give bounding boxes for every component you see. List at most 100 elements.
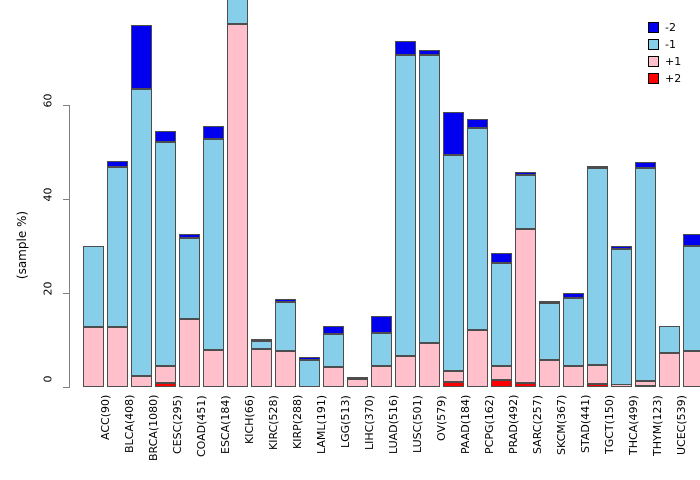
bar-segment-minus2 [131,24,152,89]
bar-segment-plus2 [443,381,464,387]
bar[interactable] [275,0,296,387]
bar-segment-minus1 [467,128,488,331]
bar-segment-minus1 [443,155,464,371]
x-axis-tick-label: PRAD(492) [506,394,520,454]
bar[interactable] [419,0,440,387]
bar-segment-minus2 [347,376,368,380]
x-axis-tick-label: LUSC(501) [410,395,424,453]
legend-item: +1 [648,54,681,69]
x-axis-tick-label: THYM(123) [650,395,664,456]
bar-segment-minus2 [683,233,700,246]
bar[interactable] [491,0,512,387]
bar-segment-minus2 [491,252,512,263]
bar-segment-plus1 [203,349,224,387]
bar-segment-minus1 [107,166,128,327]
bar[interactable] [395,0,416,387]
x-axis-tick-label: ACC(90) [98,394,112,440]
bar-segment-plus1 [131,376,152,387]
bar-segment-minus1 [299,359,320,387]
x-axis-tick-label: KICH(66) [242,395,256,444]
bar-segment-minus1 [371,332,392,366]
x-axis-tick-label: UCEC(539) [674,395,688,455]
bar-segment-plus1 [635,381,656,387]
bar[interactable] [83,0,104,387]
bar-segment-minus1 [323,334,344,368]
bar[interactable] [443,0,464,387]
bar[interactable] [203,0,224,387]
y-axis-tick [63,199,69,200]
bar[interactable] [107,0,128,387]
y-axis-tick [63,293,69,294]
x-axis-tick-label: SKCM(367) [554,394,568,455]
bar[interactable] [611,0,632,387]
x-axis-tick-label: COAD(451) [194,395,208,457]
x-axis-tick-label: STAD(441) [578,394,592,453]
bar-segment-plus1 [323,367,344,387]
bar[interactable] [515,0,536,387]
x-axis-tick-label: OV(579) [434,395,448,441]
bar[interactable] [635,0,656,387]
x-axis-tick-label: LIHC(370) [362,395,376,450]
bar[interactable] [467,0,488,387]
bar[interactable] [539,0,560,387]
bar-segment-minus2 [107,161,128,167]
bar-segment-plus1 [683,351,700,387]
bar-segment-minus1 [131,88,152,377]
bar-segment-minus2 [299,357,320,360]
legend-item: +2 [648,71,681,86]
bar[interactable] [131,0,152,387]
bar-segment-plus1 [659,352,680,387]
bar[interactable] [371,0,392,387]
bar-segment-plus1 [491,366,512,380]
bar-segment-plus1 [179,318,200,387]
bar[interactable] [299,0,320,387]
bar-segment-plus1 [515,229,536,383]
bar[interactable] [683,0,700,387]
bar[interactable] [347,0,368,387]
bar[interactable] [251,0,272,387]
bar-segment-minus1 [155,142,176,367]
y-axis-line [69,105,70,388]
bar-segment-minus1 [203,139,224,350]
bar-segment-minus1 [251,341,272,349]
bar-segment-plus1 [83,326,104,387]
bar-segment-minus2 [155,131,176,143]
bar[interactable] [587,0,608,387]
bar[interactable] [563,0,584,387]
legend: -2 -1 +1 +2 [648,20,681,88]
bar-segment-minus2 [395,40,416,56]
bar-segment-minus2 [443,112,464,156]
y-axis-tick [63,105,69,106]
bar[interactable] [227,0,248,387]
bar[interactable] [179,0,200,387]
legend-label: +1 [665,55,682,68]
bar-segment-minus1 [635,168,656,382]
bar-segment-plus2 [155,383,176,387]
x-axis-tick-label: ESCA(184) [218,395,232,454]
bar-segment-minus1 [683,245,700,352]
bar-segment-plus1 [371,365,392,387]
bar-segment-minus1 [611,248,632,385]
x-axis-tick-label: CESC(295) [170,395,184,454]
y-axis-tick [63,387,69,388]
bar-segment-plus1 [563,365,584,387]
bar[interactable] [155,0,176,387]
x-axis-tick-label: LUAD(516) [386,394,400,454]
bar-segment-plus1 [395,355,416,387]
bar-segment-minus1 [563,298,584,366]
bar-segment-minus2 [611,246,632,249]
bar[interactable] [323,0,344,387]
bar-segment-minus2 [251,338,272,342]
legend-item: -1 [648,37,681,52]
x-axis-tick-label: PAAD(184) [458,394,472,454]
bar-segment-minus1 [587,168,608,365]
bar-segment-minus2 [203,126,224,140]
bar-segment-plus1 [275,350,296,387]
plot-area [83,0,700,387]
bar[interactable] [659,0,680,387]
bar-segment-minus2 [635,161,656,169]
bar-segment-minus2 [539,300,560,304]
bar-segment-minus1 [395,55,416,356]
x-axis-tick-label: BRCA(1080) [146,394,160,461]
